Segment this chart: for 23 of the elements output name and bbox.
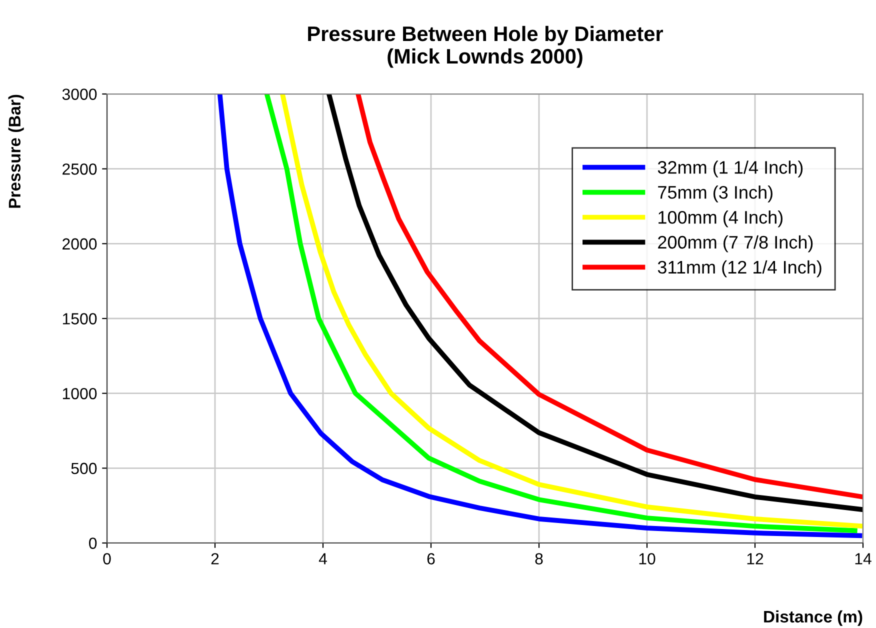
y-tick-label: 2000 xyxy=(62,238,97,250)
x-axis-title: Distance (m) xyxy=(764,610,862,626)
legend-label: 311mm (12 1/4 Inch) xyxy=(658,260,822,278)
x-tick-label: 10 xyxy=(639,553,656,564)
legend-label: 100mm (4 Inch) xyxy=(658,210,782,228)
x-tick-label: 8 xyxy=(535,553,543,564)
y-tick-label: 1000 xyxy=(62,388,97,400)
y-tick-label: 3000 xyxy=(62,88,97,100)
x-tick-label: 4 xyxy=(318,553,327,564)
legend-label: 32mm (1 1/4 Inch) xyxy=(658,160,803,178)
x-tick-label: 14 xyxy=(855,553,872,564)
y-tick-label: 0 xyxy=(89,538,97,549)
x-tick-label: 0 xyxy=(103,553,111,564)
chart-title: Pressure Between Hole by Diameter (Mick Lownds 2000) xyxy=(308,26,664,68)
x-tick-label: 12 xyxy=(747,553,764,564)
x-tick-label: 2 xyxy=(211,553,219,564)
legend-label: 75mm (3 Inch) xyxy=(658,186,772,202)
y-tick-label: 500 xyxy=(71,462,97,474)
y-axis-title: Pressure (Bar) xyxy=(8,94,24,208)
legend-label: 200mm (7 7/8 Inch) xyxy=(658,235,813,252)
y-tick-label: 2500 xyxy=(62,163,97,175)
x-tick-label: 6 xyxy=(427,553,435,564)
y-tick-label: 1500 xyxy=(62,313,97,324)
